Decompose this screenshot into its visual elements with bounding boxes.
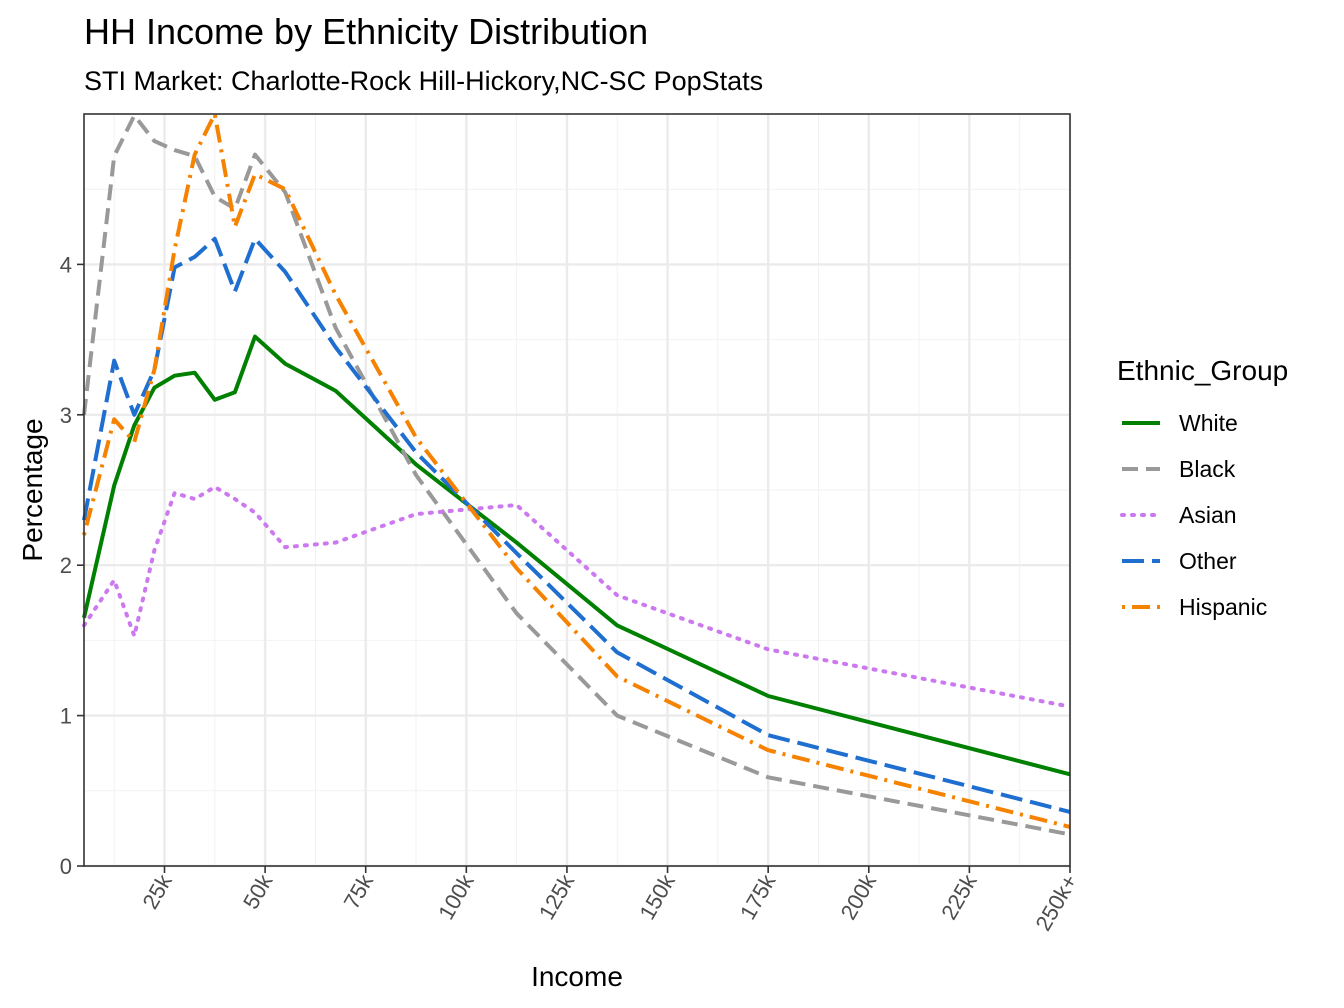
legend-label-asian: Asian	[1179, 502, 1237, 528]
series-line-hispanic	[82, 112, 1071, 829]
y-tick-label: 2	[60, 553, 72, 578]
x-tick-label: 225k	[936, 869, 982, 924]
plot-border	[83, 113, 1071, 867]
series-lines	[82, 112, 1072, 837]
y-axis: 0 1 2 3 4	[60, 252, 84, 879]
legend: Ethnic_Group White Black Asian Other Hispani…	[1117, 355, 1288, 620]
plot-area	[82, 112, 1072, 868]
chart-title: HH Income by Ethnicity Distribution	[84, 11, 648, 52]
x-tick-label: 75k	[339, 869, 379, 913]
series-line-other	[82, 236, 1071, 814]
chart-subtitle: STI Market: Charlotte-Rock Hill-Hickory,…	[84, 66, 763, 96]
series-line-asian	[82, 485, 1072, 709]
y-tick-label: 3	[60, 403, 72, 428]
x-tick-label: 150k	[634, 869, 680, 924]
x-tick-label: 100k	[433, 869, 479, 924]
x-tick-label: 25k	[137, 869, 177, 913]
minor-gridlines	[84, 114, 1070, 866]
x-tick-label: 125k	[534, 869, 580, 924]
x-axis-title: Income	[531, 961, 623, 992]
legend-label-white: White	[1179, 410, 1238, 436]
y-tick-label: 0	[60, 854, 72, 879]
legend-label-other: Other	[1179, 548, 1237, 574]
x-tick-label: 250k+	[1030, 870, 1082, 935]
y-axis-title: Percentage	[17, 418, 48, 561]
y-tick-label: 4	[60, 252, 72, 277]
legend-title: Ethnic_Group	[1117, 355, 1288, 386]
series-line-black	[82, 113, 1071, 837]
legend-label-black: Black	[1179, 456, 1236, 482]
x-axis: 25k 50k 75k 100k 125k 150k 175k 200k 225k 250k+	[137, 866, 1082, 935]
x-tick-label: 200k	[836, 869, 882, 924]
x-tick-label: 50k	[238, 869, 278, 913]
legend-label-hispanic: Hispanic	[1179, 594, 1267, 620]
legend-items: White Black Asian Other Hispanic	[1120, 410, 1267, 620]
y-tick-label: 1	[60, 704, 72, 729]
x-tick-label: 175k	[735, 869, 781, 924]
